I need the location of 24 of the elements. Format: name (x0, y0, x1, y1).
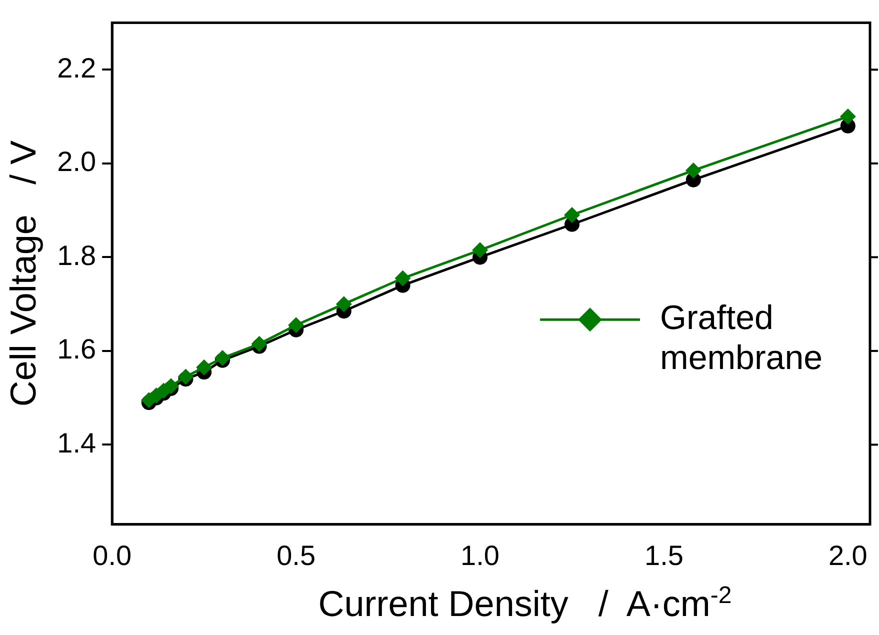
point (178, 368, 194, 385)
x-tick-label: 1.0 (460, 540, 500, 571)
y-tick-label: 1.6 (57, 334, 96, 365)
point (336, 296, 352, 312)
x-axis-title: Current Density / A·cm$^{-2}$ (317, 582, 733, 625)
y-tick-label: 2.0 (57, 146, 96, 178)
x-tick-label: 2.0 (828, 540, 868, 571)
point (196, 359, 212, 376)
y-tick-label: 1.8 (57, 240, 96, 271)
y-axis-title: Cell Voltage / V (2, 140, 44, 407)
x-tick-label: 0.0 (92, 540, 132, 571)
x-tick-label: 0.5 (276, 540, 316, 571)
point (214, 350, 230, 366)
point (251, 336, 268, 352)
point (288, 317, 304, 334)
x-tick-label: 1.5 (644, 540, 684, 571)
point (394, 270, 411, 286)
y-tick-label: 1.4 (57, 427, 96, 458)
point (472, 242, 488, 258)
point (840, 108, 856, 125)
y-tick-label: 2.2 (57, 52, 96, 84)
legend-label: Grafted membrane (660, 298, 823, 377)
point (685, 162, 702, 178)
point (564, 207, 580, 223)
